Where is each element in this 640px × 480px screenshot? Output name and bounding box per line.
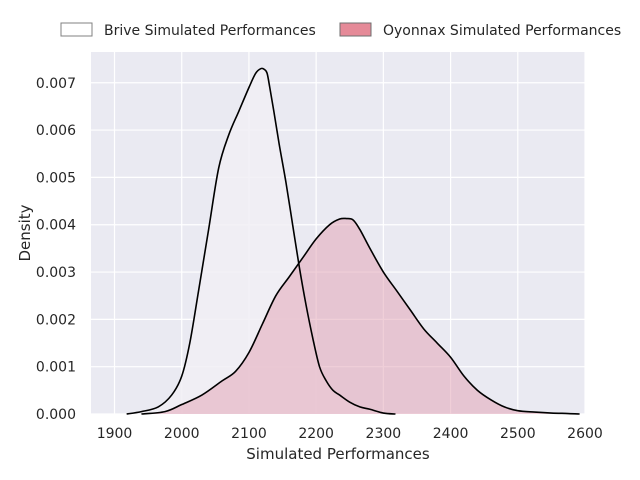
y-tick-labels: 0.000 0.001 0.002 0.003 0.004 0.005 0.006 0.007 [36,76,76,423]
density-area-oyonnax [141,218,580,414]
legend: Brive Simulated Performances Oyonnax Sim… [60,22,621,39]
y-axis-title: Density [16,204,34,261]
x-tick-label: 2000 [164,426,200,442]
x-tick-label: 2600 [567,426,603,442]
legend-item-oyonnax: Oyonnax Simulated Performances [339,22,621,39]
x-axis-title: Simulated Performances [246,445,430,463]
x-tick-label: 2200 [298,426,334,442]
y-tick-label: 0.006 [36,123,76,139]
x-tick-label: 2500 [500,426,536,442]
y-tick-label: 0.000 [36,407,76,423]
x-tick-label: 2300 [366,426,402,442]
legend-label-brive: Brive Simulated Performances [104,23,316,39]
y-tick-label: 0.002 [36,312,76,328]
legend-swatch-brive [60,22,93,37]
x-tick-label: 2400 [433,426,469,442]
y-tick-label: 0.001 [36,360,76,376]
x-tick-label: 1900 [97,426,133,442]
y-tick-label: 0.007 [36,76,76,92]
density-area-brive [126,68,396,414]
density-line-brive [126,67,396,415]
legend-swatch-oyonnax [339,22,372,37]
density-line-oyonnax [141,217,580,415]
series-layer [126,67,580,415]
y-tick-label: 0.005 [36,170,76,186]
y-tick-label: 0.004 [36,218,76,234]
y-tick-label: 0.003 [36,265,76,281]
legend-label-oyonnax: Oyonnax Simulated Performances [383,23,621,39]
x-tick-label: 2100 [231,426,267,442]
x-tick-labels: 1900 2000 2100 2200 2300 2400 2500 2600 [97,426,603,442]
legend-item-brive: Brive Simulated Performances [60,22,316,39]
